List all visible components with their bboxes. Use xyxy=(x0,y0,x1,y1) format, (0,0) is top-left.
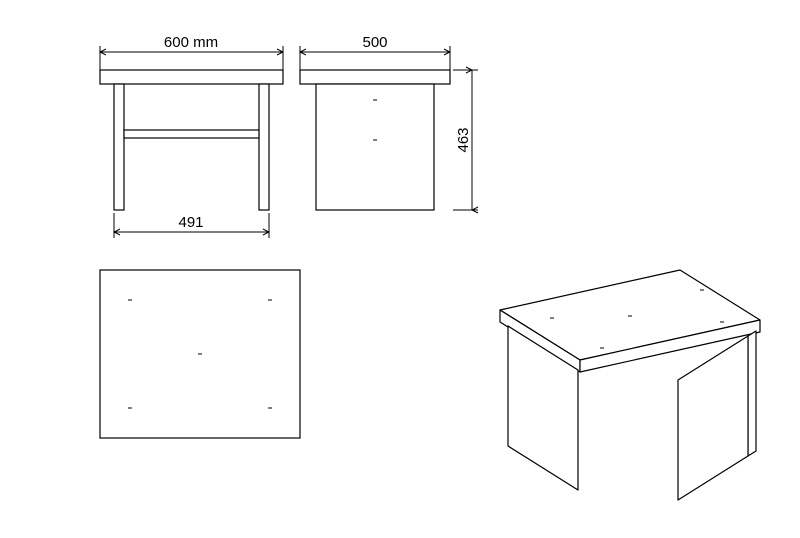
isometric-view xyxy=(500,270,760,500)
drawing-canvas: 600 mm 491 500 463 xyxy=(0,0,800,533)
plan-view xyxy=(100,270,300,438)
dim-491: 491 xyxy=(114,213,269,238)
side-elevation xyxy=(300,70,450,210)
dim-491-label: 491 xyxy=(178,214,203,231)
dim-463-label: 463 xyxy=(455,127,472,152)
front-elevation xyxy=(100,70,283,210)
dim-463: 463 xyxy=(453,70,478,210)
dim-600-label: 600 mm xyxy=(164,34,218,51)
dim-500: 500 xyxy=(300,34,450,70)
dim-600: 600 mm xyxy=(100,34,283,70)
technical-drawing: 600 mm 491 500 463 xyxy=(0,0,800,533)
dim-500-label: 500 xyxy=(362,34,387,51)
